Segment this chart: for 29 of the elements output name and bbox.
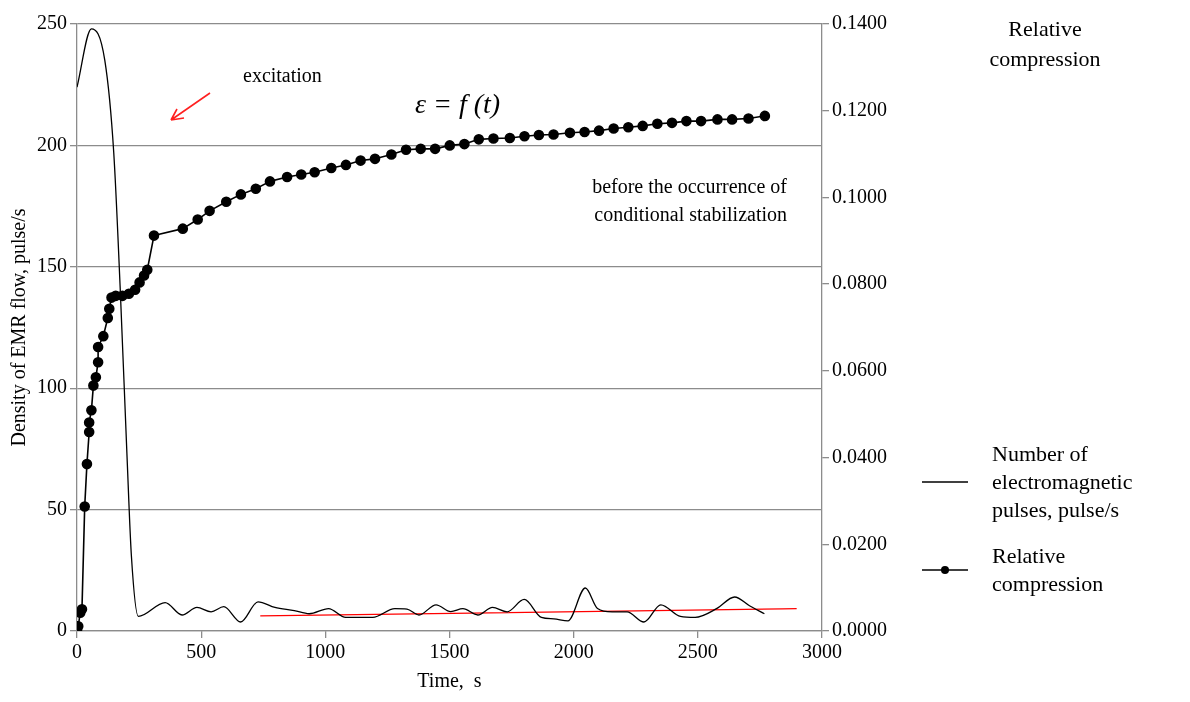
y2-tick-label: 0.1000 (832, 184, 887, 207)
legend-label: Number of electromagnetic pulses, pulse/s (992, 440, 1134, 524)
x-tick-label: 2500 (677, 640, 718, 663)
y-axis-title: Density of EMR flow, pulse/s (7, 208, 31, 447)
x-tick-label: 0 (72, 640, 82, 663)
legend-label: Relative compression (992, 542, 1105, 598)
y2-tick-label: 0.0600 (832, 358, 887, 381)
x-tick-label: 2000 (553, 640, 594, 663)
y2-tick-label: 0.1200 (832, 97, 887, 120)
y-tick-label: 50 (47, 496, 67, 519)
y-tick-label: 200 (37, 132, 67, 155)
y-tick-label: 0 (57, 618, 67, 641)
y-tick-label: 100 (37, 375, 67, 398)
y2-tick-label: 0.0000 (832, 618, 887, 641)
y2-tick-label: 0.0800 (832, 271, 887, 294)
x-tick-label: 3000 (802, 640, 842, 663)
x-tick-label: 500 (186, 640, 217, 663)
x-tick-label: 1000 (305, 640, 346, 663)
y2-tick-label: 0.0200 (832, 531, 887, 554)
x-axis-title: Time, s (417, 669, 482, 692)
y2-axis-title: Relative compression (988, 15, 1102, 73)
y-tick-label: 150 (37, 254, 67, 277)
y2-tick-label: 0.1400 (832, 11, 887, 34)
x-tick-label: 1500 (429, 640, 470, 663)
annotation: ε = f (t) (415, 88, 501, 120)
annotation: excitation (243, 64, 322, 87)
y2-tick-label: 0.0400 (832, 444, 887, 467)
y-tick-label: 250 (37, 11, 67, 34)
annotation: before the occurrence of conditional stabilization (591, 174, 787, 227)
